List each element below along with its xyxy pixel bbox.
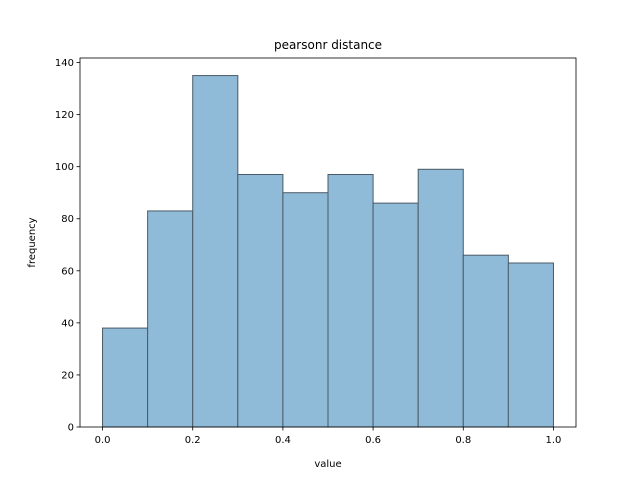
y-tick-label: 120: [55, 110, 74, 121]
x-tick-label: 0.4: [275, 435, 291, 446]
chart-title: pearsonr distance: [274, 38, 382, 52]
x-tick-label: 1.0: [546, 435, 562, 446]
bar: [147, 210, 194, 428]
bar: [327, 173, 374, 428]
bar: [417, 168, 464, 428]
axes-frame: [79, 57, 577, 428]
x-tick-label: 0.8: [455, 435, 471, 446]
y-tick-label: 60: [61, 266, 74, 277]
bar: [192, 75, 239, 428]
y-tick-label: 100: [55, 162, 74, 173]
y-tick-label: 0: [68, 423, 74, 434]
y-tick-label: 40: [61, 318, 74, 329]
y-tick-label: 140: [55, 58, 74, 69]
x-tick-label: 0.6: [365, 435, 381, 446]
bar: [462, 254, 509, 428]
y-tick-label: 80: [61, 214, 74, 225]
x-tick-label: 0.0: [95, 435, 111, 446]
bar: [507, 262, 554, 428]
x-axis-label: value: [314, 459, 341, 470]
bar: [372, 202, 419, 428]
x-tick-label: 0.2: [185, 435, 201, 446]
bar: [102, 327, 149, 428]
y-axis-label: frequency: [27, 217, 38, 267]
bar: [282, 192, 329, 428]
bar: [237, 173, 284, 428]
y-tick-label: 20: [61, 370, 74, 381]
